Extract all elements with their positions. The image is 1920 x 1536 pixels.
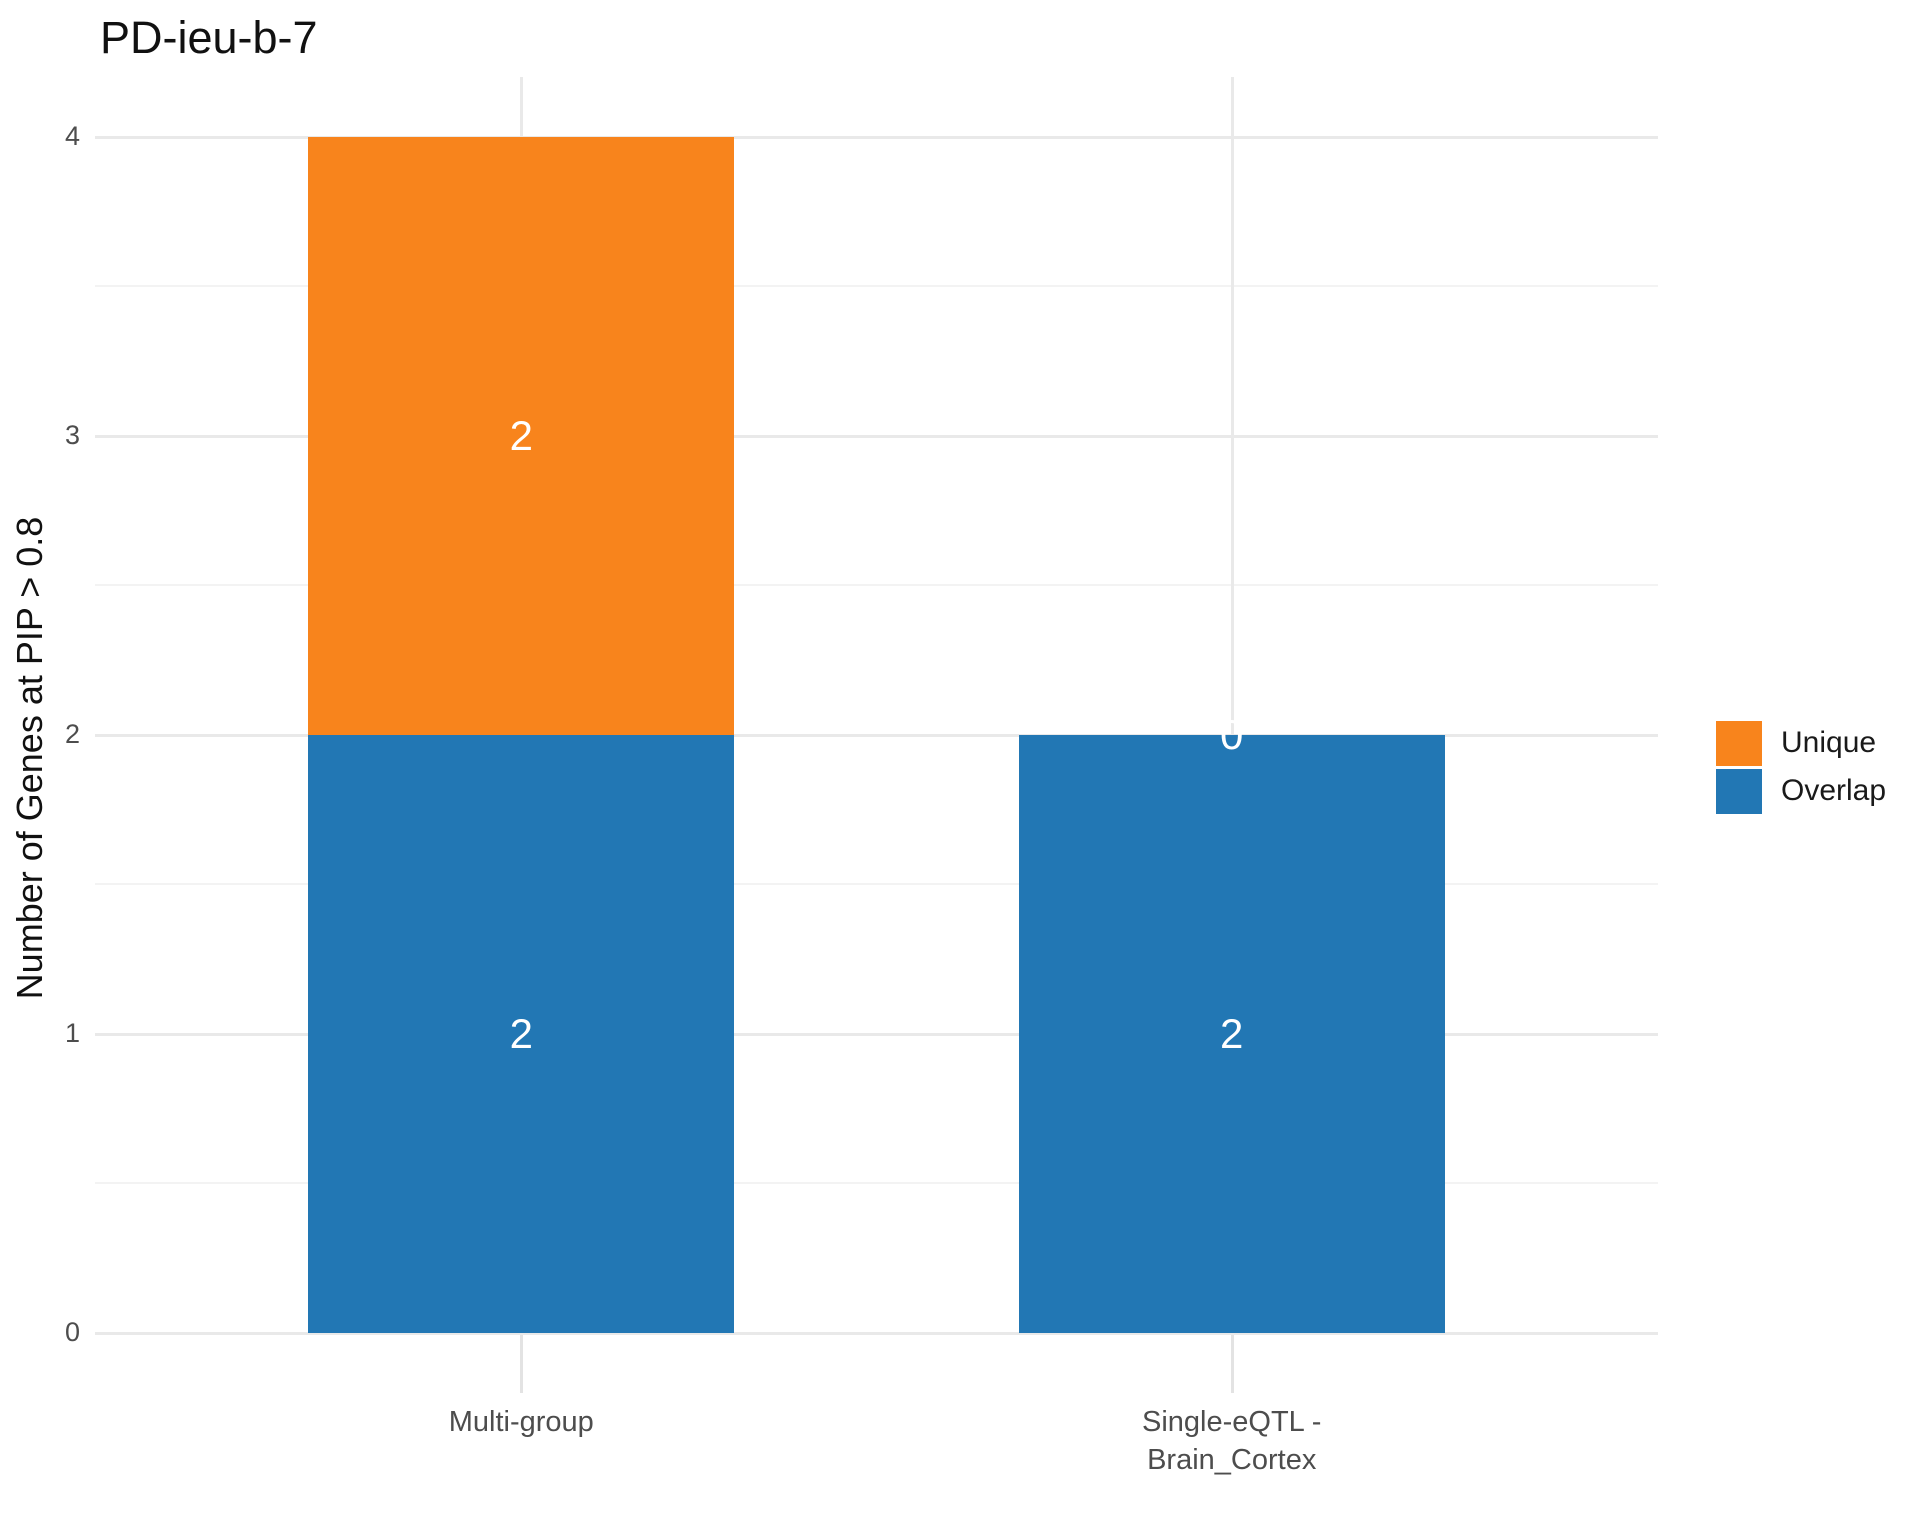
bar-segment-unique: [308, 136, 735, 735]
legend-item-overlap: Overlap: [1716, 767, 1886, 815]
gridline-minor: [95, 1182, 1658, 1185]
bar-value-label: 2: [509, 1009, 533, 1057]
legend-label: Overlap: [1781, 774, 1887, 807]
bar-segment-overlap: [308, 734, 735, 1333]
legend-swatch-unique: [1716, 720, 1762, 766]
bar-segment-overlap: [1018, 734, 1445, 1333]
x-axis-tick-label: Single-eQTL - Brain_Cortex: [1142, 1406, 1322, 1476]
y-axis-tick-label: 0: [64, 1317, 80, 1347]
gridline-minor: [95, 285, 1658, 288]
gridline-major: [95, 1032, 1658, 1036]
x-axis-tick: [1230, 1335, 1234, 1393]
y-axis-tick-label: 1: [64, 1017, 80, 1048]
gridline-major: [95, 1332, 1658, 1335]
x-axis-tick-label: Multi-group: [448, 1406, 594, 1438]
gridline-minor: [95, 883, 1658, 886]
gridline-major: [95, 733, 1658, 737]
x-axis-tick: [520, 1335, 524, 1393]
y-axis-tick-label: 3: [64, 419, 80, 450]
gridline-minor: [95, 584, 1658, 587]
legend: Unique Overlap: [1716, 719, 1886, 815]
gridline-vertical: [1230, 77, 1234, 1333]
gridline-major: [95, 135, 1658, 139]
gridline-major: [95, 434, 1658, 438]
y-axis-tick-label: 4: [64, 120, 80, 151]
bar-value-label: 0: [1220, 710, 1244, 758]
chart-title: PD-ieu-b-7: [100, 12, 318, 63]
legend-swatch-overlap: [1716, 768, 1762, 814]
legend-label: Unique: [1781, 726, 1877, 759]
bar-value-label: 2: [1220, 1009, 1244, 1057]
legend-item-unique: Unique: [1716, 719, 1886, 767]
bar-value-label: 2: [509, 411, 533, 459]
y-axis-tick-label: 2: [64, 718, 80, 749]
